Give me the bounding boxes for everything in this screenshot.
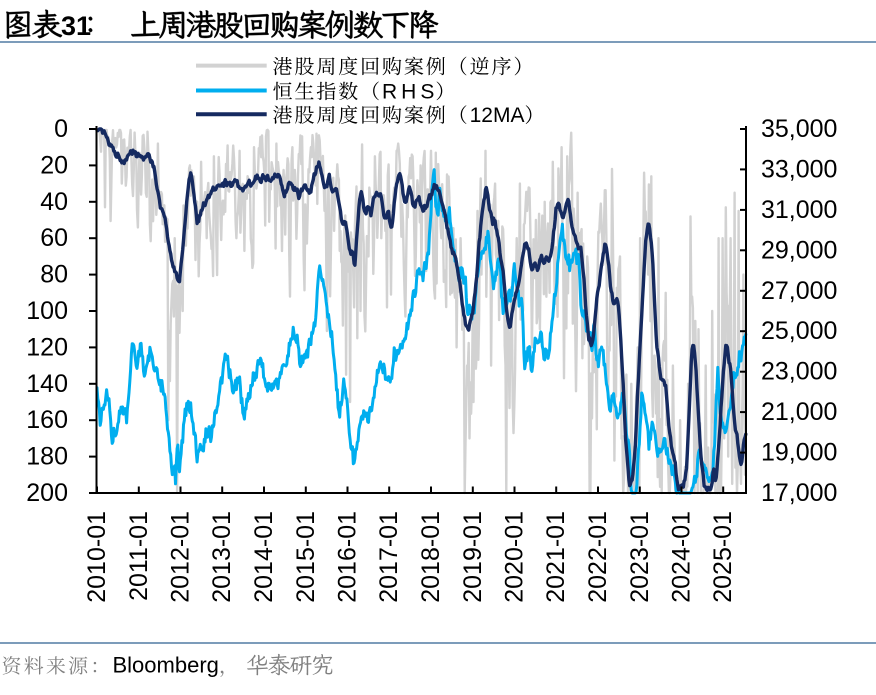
svg-text:2016-01: 2016-01 bbox=[334, 511, 362, 603]
svg-text:33,000: 33,000 bbox=[761, 155, 837, 183]
svg-text:40: 40 bbox=[40, 188, 68, 216]
svg-text:2014-01: 2014-01 bbox=[250, 511, 278, 603]
svg-text:120: 120 bbox=[26, 333, 68, 361]
svg-text:20: 20 bbox=[40, 151, 68, 179]
svg-text:2024-01: 2024-01 bbox=[668, 511, 696, 603]
svg-text:2011-01: 2011-01 bbox=[125, 511, 153, 601]
svg-text:0: 0 bbox=[54, 115, 68, 143]
svg-text:2012-01: 2012-01 bbox=[167, 511, 195, 603]
svg-text:2017-01: 2017-01 bbox=[375, 511, 403, 603]
svg-text:21,000: 21,000 bbox=[761, 398, 837, 426]
svg-text:25,000: 25,000 bbox=[761, 317, 837, 345]
svg-text:2023-01: 2023-01 bbox=[626, 511, 654, 603]
svg-text:80: 80 bbox=[40, 261, 68, 289]
svg-text:31: 31 bbox=[61, 11, 91, 41]
svg-text:29,000: 29,000 bbox=[761, 236, 837, 264]
svg-text:2010-01: 2010-01 bbox=[83, 511, 111, 603]
svg-text:2015-01: 2015-01 bbox=[292, 511, 320, 603]
svg-text:17,000: 17,000 bbox=[761, 479, 837, 507]
svg-text:31,000: 31,000 bbox=[761, 196, 837, 224]
svg-text:27,000: 27,000 bbox=[761, 277, 837, 305]
svg-text:2013-01: 2013-01 bbox=[208, 511, 236, 603]
svg-text:35,000: 35,000 bbox=[761, 115, 837, 143]
svg-text:180: 180 bbox=[26, 443, 68, 471]
svg-text:23,000: 23,000 bbox=[761, 358, 837, 386]
svg-text:140: 140 bbox=[26, 370, 68, 398]
svg-text:100: 100 bbox=[26, 297, 68, 325]
svg-text:160: 160 bbox=[26, 406, 68, 434]
svg-text:12MA: 12MA bbox=[470, 104, 525, 127]
svg-text:2018-01: 2018-01 bbox=[417, 511, 445, 603]
svg-text:19,000: 19,000 bbox=[761, 439, 837, 467]
svg-text:RHS: RHS bbox=[382, 81, 438, 104]
svg-text:2020-01: 2020-01 bbox=[501, 511, 529, 603]
svg-text:2022-01: 2022-01 bbox=[584, 511, 612, 603]
svg-text:60: 60 bbox=[40, 224, 68, 252]
svg-text:2021-01: 2021-01 bbox=[542, 511, 570, 603]
svg-text:200: 200 bbox=[26, 479, 68, 507]
svg-text:2019-01: 2019-01 bbox=[459, 511, 487, 603]
svg-text:Bloomberg: Bloomberg bbox=[113, 653, 219, 678]
svg-text:2025-01: 2025-01 bbox=[709, 511, 737, 603]
